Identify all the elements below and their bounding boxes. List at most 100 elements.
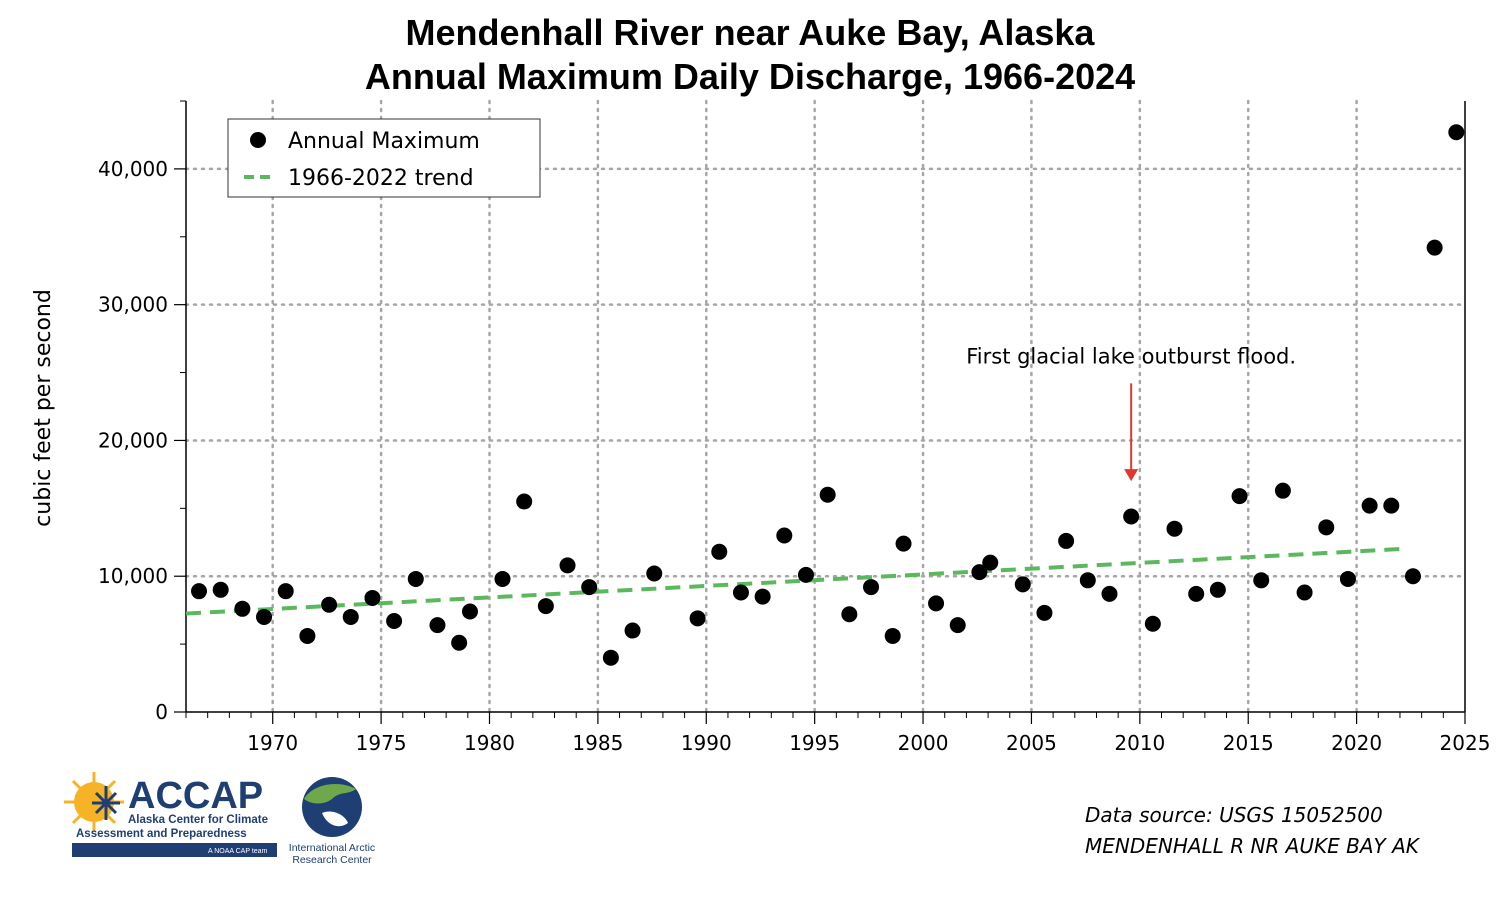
data-point — [516, 493, 533, 510]
data-point — [895, 535, 912, 552]
data-point — [884, 627, 901, 644]
data-point — [754, 588, 771, 605]
x-tick-label: 2010 — [1114, 731, 1165, 755]
source-line-1: Data source: USGS 15052500 — [1085, 803, 1383, 827]
data-point — [1123, 508, 1140, 525]
data-point — [581, 579, 598, 596]
data-point — [602, 649, 619, 666]
source-line-2: MENDENHALL R NR AUKE BAY AK — [1085, 834, 1419, 858]
data-point — [1144, 615, 1161, 632]
legend-marker-points — [250, 132, 266, 148]
data-point — [461, 603, 478, 620]
legend: Annual Maximum 1966-2022 trend — [227, 118, 541, 198]
svg-text:International Arctic: International Arctic — [289, 842, 375, 854]
data-point — [1253, 572, 1270, 589]
data-point — [1448, 124, 1465, 141]
y-tick-label: 20,000 — [98, 428, 168, 452]
data-point — [841, 606, 858, 623]
data-point — [1296, 584, 1313, 601]
data-point — [1079, 572, 1096, 589]
x-tick-label: 1995 — [789, 731, 840, 755]
x-tick-label: 1980 — [464, 731, 515, 755]
data-point — [819, 486, 836, 503]
x-tick-label: 1990 — [681, 731, 732, 755]
data-point — [776, 527, 793, 544]
data-point — [1058, 532, 1075, 549]
data-point — [1318, 519, 1335, 536]
data-point — [1274, 482, 1291, 499]
data-point — [689, 610, 706, 627]
data-point — [494, 570, 511, 587]
x-tick-label: 2000 — [898, 731, 949, 755]
data-point — [1383, 497, 1400, 514]
data-point — [537, 598, 554, 615]
chart-title: Mendenhall River near Auke Bay, Alaska — [405, 12, 1095, 53]
svg-text:A NOAA CAP team: A NOAA CAP team — [208, 848, 268, 855]
grid-layer — [184, 99, 1467, 714]
data-point — [1426, 239, 1443, 256]
data-point — [646, 565, 663, 582]
data-point — [1404, 568, 1421, 585]
data-point — [1209, 581, 1226, 598]
data-point — [407, 570, 424, 587]
svg-text:Assessment and Preparedness: Assessment and Preparedness — [76, 828, 247, 840]
data-point — [1231, 488, 1248, 505]
data-point — [256, 608, 273, 625]
data-point — [624, 622, 641, 639]
data-point — [1339, 570, 1356, 587]
data-point — [321, 596, 338, 613]
data-point — [212, 581, 229, 598]
annotation-arrow-head — [1124, 469, 1139, 482]
x-tick-label: 1985 — [572, 731, 623, 755]
y-tick-label: 0 — [155, 700, 168, 724]
x-tick-label: 2005 — [1006, 731, 1057, 755]
x-tick-label: 2020 — [1331, 731, 1382, 755]
svg-text:Alaska Center for Climate: Alaska Center for Climate — [128, 814, 268, 826]
data-point — [1014, 576, 1031, 593]
accap-wordmark: ACCAP — [128, 775, 263, 817]
legend-label-trend: 1966-2022 trend — [288, 166, 474, 191]
data-point — [928, 595, 945, 612]
data-point — [277, 583, 294, 600]
y-axis-label: cubic feet per second — [31, 289, 56, 527]
svg-text:Research Center: Research Center — [292, 854, 372, 866]
data-point — [732, 584, 749, 601]
iarc-logo: International Arctic Research Center — [289, 777, 375, 866]
data-point — [1101, 585, 1118, 602]
data-point — [559, 557, 576, 574]
data-point — [364, 589, 381, 606]
data-point — [429, 617, 446, 634]
accap-logo: ACCAP Alaska Center for Climate Assessme… — [64, 772, 277, 857]
data-point — [949, 617, 966, 634]
chart-subtitle: Annual Maximum Daily Discharge, 1966-202… — [364, 56, 1136, 97]
data-point — [299, 627, 316, 644]
legend-label-annual-maximum: Annual Maximum — [288, 129, 480, 154]
data-point — [1036, 604, 1053, 621]
data-point — [191, 583, 208, 600]
trend-line — [185, 547, 1401, 616]
data-point — [797, 566, 814, 583]
data-point — [342, 608, 359, 625]
data-point — [863, 579, 880, 596]
y-tick-label: 30,000 — [98, 293, 168, 317]
data-point — [451, 634, 468, 651]
point-layer — [191, 124, 1465, 666]
y-tick-label: 10,000 — [98, 564, 168, 588]
data-point — [982, 554, 999, 571]
x-tick-label: 1970 — [247, 731, 298, 755]
axis-layer: 1970 1975 1980 1985 1990 1995 2000 2005 2010 2015… — [98, 100, 1491, 755]
annotation-text: First glacial lake outburst flood. — [966, 344, 1296, 368]
data-point — [1188, 585, 1205, 602]
x-tick-label: 1975 — [356, 731, 407, 755]
x-tick-label: 2015 — [1223, 731, 1274, 755]
data-point — [234, 600, 251, 617]
x-tick-label: 2025 — [1440, 731, 1491, 755]
globe-icon — [302, 777, 362, 837]
data-point — [971, 564, 988, 581]
data-point — [711, 543, 728, 560]
trend-layer — [185, 547, 1401, 616]
data-point — [1361, 497, 1378, 514]
y-tick-label: 40,000 — [98, 157, 168, 181]
sun-snowflake-icon — [64, 772, 124, 832]
